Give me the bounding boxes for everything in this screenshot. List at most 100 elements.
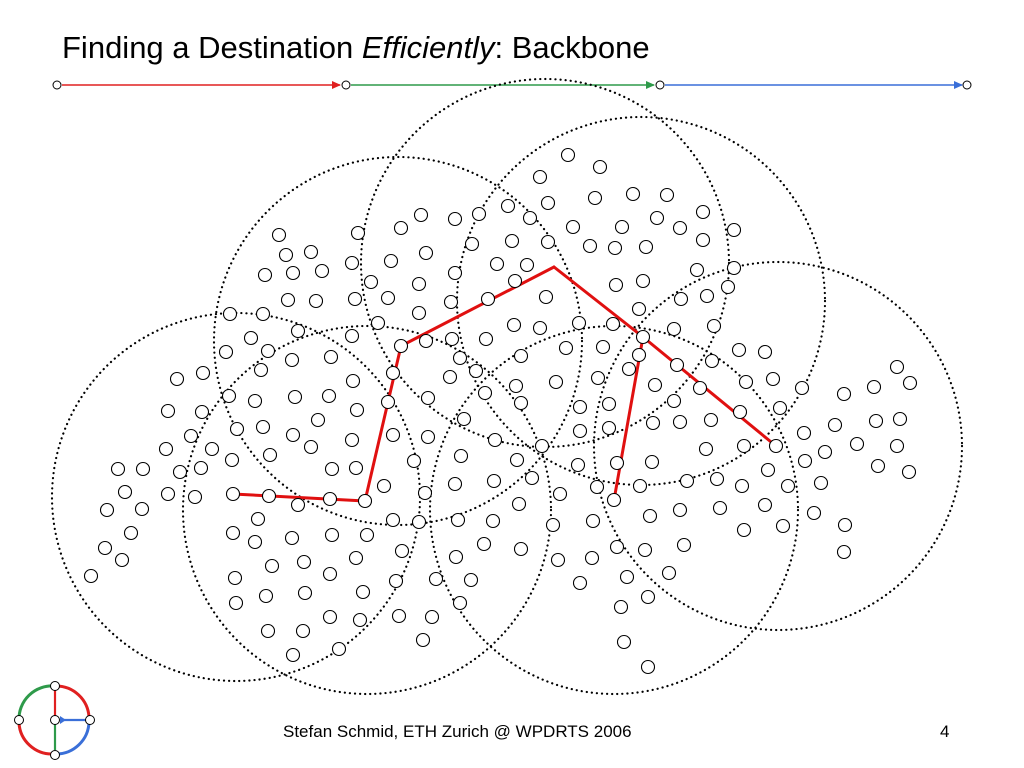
network-node xyxy=(486,473,502,489)
network-node xyxy=(285,427,301,443)
network-node xyxy=(420,390,436,406)
network-node xyxy=(706,318,722,334)
network-node xyxy=(480,291,496,307)
network-node xyxy=(519,257,535,273)
network-node xyxy=(99,502,115,518)
network-node xyxy=(506,317,522,333)
network-node xyxy=(587,190,603,206)
network-node xyxy=(323,349,339,365)
network-node xyxy=(347,291,363,307)
network-node xyxy=(393,220,409,236)
network-node xyxy=(411,305,427,321)
network-node xyxy=(114,552,130,568)
network-node xyxy=(649,210,665,226)
network-node xyxy=(585,513,601,529)
network-node xyxy=(584,550,600,566)
network-node xyxy=(380,290,396,306)
network-node xyxy=(413,207,429,223)
network-node xyxy=(260,623,276,639)
network-node xyxy=(601,420,617,436)
network-node xyxy=(322,609,338,625)
network-node xyxy=(572,575,588,591)
header-timeline xyxy=(52,80,972,90)
network-node xyxy=(314,263,330,279)
network-node xyxy=(772,400,788,416)
network-node xyxy=(703,412,719,428)
network-node xyxy=(509,452,525,468)
network-node xyxy=(194,404,210,420)
network-node xyxy=(468,363,484,379)
eth-dcg-network-logo-icon xyxy=(14,681,95,760)
network-node xyxy=(452,350,468,366)
network-node xyxy=(679,473,695,489)
network-node xyxy=(463,572,479,588)
network-node xyxy=(661,565,677,581)
network-node xyxy=(731,342,747,358)
network-node xyxy=(243,330,259,346)
network-node xyxy=(545,517,561,533)
network-node xyxy=(757,497,773,513)
network-node xyxy=(158,441,174,457)
network-node xyxy=(640,659,656,675)
network-node xyxy=(117,484,133,500)
network-node xyxy=(607,240,623,256)
network-node xyxy=(169,371,185,387)
network-node xyxy=(616,634,632,650)
network-node xyxy=(135,461,151,477)
network-node xyxy=(849,436,865,452)
timeline-node xyxy=(655,80,665,90)
network-node xyxy=(666,321,682,337)
network-node xyxy=(287,389,303,405)
network-node xyxy=(285,265,301,281)
network-node xyxy=(290,497,306,513)
network-node xyxy=(284,530,300,546)
footer-author: Stefan Schmid, ETH Zurich @ WPDRTS 2006 xyxy=(283,722,632,741)
network-node xyxy=(806,505,822,521)
network-node xyxy=(218,344,234,360)
network-node xyxy=(836,386,852,402)
network-node xyxy=(813,475,829,491)
network-node xyxy=(868,413,884,429)
network-node xyxy=(97,540,113,556)
network-node xyxy=(418,245,434,261)
network-node xyxy=(571,315,587,331)
network-node xyxy=(866,379,882,395)
network-node xyxy=(704,353,720,369)
network-node xyxy=(350,225,366,241)
network-node xyxy=(522,210,538,226)
network-node xyxy=(672,220,688,236)
network-node xyxy=(385,365,401,381)
network-node xyxy=(672,502,688,518)
network-node xyxy=(357,493,373,509)
network-node xyxy=(513,541,529,557)
network-node xyxy=(796,425,812,441)
network-node xyxy=(637,542,653,558)
network-node xyxy=(712,500,728,516)
network-node xyxy=(297,585,313,601)
network-node xyxy=(621,361,637,377)
network-node xyxy=(221,388,237,404)
network-node xyxy=(418,333,434,349)
network-node xyxy=(406,453,422,469)
network-node xyxy=(385,512,401,528)
network-node xyxy=(827,417,843,433)
network-node xyxy=(255,419,271,435)
network-node xyxy=(507,273,523,289)
network-node xyxy=(540,234,556,250)
network-node xyxy=(394,543,410,559)
network-node xyxy=(227,570,243,586)
coverage-circle xyxy=(212,155,584,527)
network-node xyxy=(225,486,241,502)
network-node xyxy=(247,393,263,409)
network-node xyxy=(698,441,714,457)
network-node xyxy=(572,399,588,415)
network-node xyxy=(635,329,651,345)
network-node xyxy=(388,573,404,589)
network-node xyxy=(609,455,625,471)
network-node xyxy=(478,331,494,347)
network-node xyxy=(765,371,781,387)
network-node xyxy=(695,232,711,248)
network-node xyxy=(532,169,548,185)
network-node xyxy=(383,253,399,269)
network-node xyxy=(645,415,661,431)
